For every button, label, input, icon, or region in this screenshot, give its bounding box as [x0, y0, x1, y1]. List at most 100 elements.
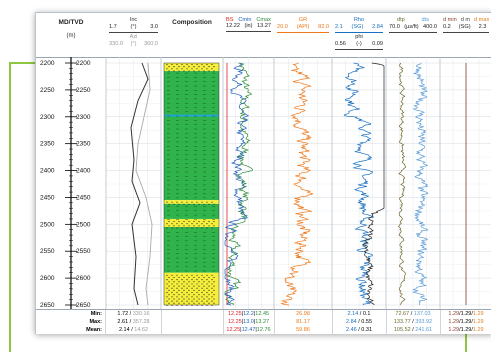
depth-tick-md: 2350: [40, 141, 55, 148]
depth-tick-md: 2500: [40, 221, 55, 228]
dtp-stat: 105.52: [393, 327, 411, 333]
inc-stat: 1.72: [117, 311, 129, 317]
phi-stat: 0.31: [361, 327, 373, 333]
phi-unit: (-): [356, 41, 362, 47]
depth-header: MD/TVD (m): [36, 13, 107, 58]
inc-min: 1.7: [109, 24, 117, 30]
frame-line-top: [9, 62, 35, 64]
phi-max: 0.09: [372, 41, 383, 47]
bs-stat: 12.25: [226, 327, 241, 333]
depth-tick-md: 2300: [40, 114, 55, 121]
gr-header[interactable]: GR 20.0 (API) 82.0: [274, 13, 333, 58]
dtp-stat: 133.77: [393, 319, 411, 325]
rho-unit: (SG): [351, 24, 364, 30]
rho-curve: [343, 62, 375, 306]
bs-stat: 12.25: [227, 311, 242, 317]
log-tracks[interactable]: 2200 2200 2250 2250 2300 2300 2350 2350 2400 2400…: [36, 57, 491, 309]
inc-stat: 2.14: [118, 327, 130, 333]
gr-stat: 59.86: [274, 326, 333, 334]
inc-unit: (°): [130, 24, 137, 30]
cmax-stat: 12.45: [255, 311, 270, 317]
depth-tick-md: 2650: [40, 302, 55, 309]
depth-tick-md: 2200: [40, 60, 55, 67]
azi-curve: [135, 62, 153, 306]
dtp-stat: 72.67: [395, 311, 410, 317]
sand-band: [164, 218, 219, 228]
inc-max: 3.0: [150, 24, 158, 30]
stat-label-max: Max:: [36, 318, 106, 326]
dt-unit: (µs/ft): [404, 24, 419, 30]
azi-stat: 357.28: [132, 319, 150, 325]
dts-stat: 241.61: [415, 327, 433, 333]
bs-max: 13.27: [257, 23, 271, 29]
stat-label-mean: Mean:: [36, 326, 106, 334]
dm-title: d m: [460, 17, 471, 23]
depth-tick-tvd: 2400: [76, 168, 91, 175]
azi-min: 330.0: [109, 41, 123, 47]
depth-tick-tvd: 2300: [76, 114, 91, 121]
azi-unit: (°): [130, 41, 137, 47]
depth-unit: (m): [66, 33, 76, 39]
phi-min: 0.56: [335, 41, 346, 47]
caliper-header[interactable]: BS Cmin Cmax 12.22 (in) 13.27: [223, 13, 275, 58]
dmin-stat: 1.29: [448, 319, 460, 325]
dens-v2: 2.3: [478, 24, 487, 30]
azi-title: Azi: [129, 34, 138, 40]
depth-tick-md: 2600: [40, 275, 55, 282]
gr-stat: 26.98: [274, 310, 333, 318]
azi-stat: 330.16: [132, 311, 150, 317]
dmax-stat: 1.29: [472, 327, 484, 333]
dm-stat: 1.29: [460, 311, 472, 317]
depth-tick-tvd: 2650: [76, 302, 91, 309]
phi-title: phi: [355, 34, 363, 40]
dts-title: dts: [421, 17, 429, 23]
depth-tick-md: 2400: [40, 168, 55, 175]
sonic-header[interactable]: dtp dts 70.0 (µs/ft) 400.0: [386, 13, 441, 58]
dmin-stat: 1.29: [448, 327, 460, 333]
dens-v1: 0.2: [443, 24, 451, 30]
composition-header[interactable]: Composition: [161, 13, 224, 58]
inc-header[interactable]: Inc 1.7 (°) 3.0 Azi 330.0 (°) 360.0: [106, 13, 162, 58]
sand-band: [164, 63, 219, 72]
rho-stat: 2.84: [345, 319, 357, 325]
frame-line-right: [465, 330, 467, 352]
inc-curve: [130, 62, 149, 306]
cmax-title: Cmax: [256, 17, 271, 23]
cmax-stat: 13.27: [255, 319, 270, 325]
depth-tick-tvd: 2500: [76, 221, 91, 228]
shale-band: [164, 227, 219, 273]
rho-min: 2.1: [335, 24, 343, 30]
depth-tick-tvd: 2450: [76, 194, 91, 201]
phi-curve: [361, 62, 385, 306]
stat-label-min: Min:: [36, 310, 106, 318]
depth-tick-tvd: 2200: [76, 60, 91, 67]
cmin-stat: 13.0: [243, 319, 254, 325]
rho-stat: 2.46: [345, 327, 357, 333]
rho-header[interactable]: Rho 2.1 (SG) 2.84 phi 0.56 (-) 0.09: [332, 13, 387, 58]
dm-stat: 1.29: [460, 327, 472, 333]
cmin-stat: 12.47: [241, 327, 256, 333]
depth-tick-tvd: 2250: [76, 87, 91, 94]
dt-min: 70.0: [389, 24, 400, 30]
density-header[interactable]: d min d m d max 0.2 (SG) 2.3: [440, 13, 491, 58]
gr-max: 82.0: [318, 24, 329, 30]
dt-max: 400.0: [423, 24, 437, 30]
inc-stat: 2.61: [117, 319, 129, 325]
bs-stat: 12.25: [227, 319, 242, 325]
dtp-curve: [398, 62, 407, 306]
stats-footer: Min: 1.72 / 330.16 12.25|12.2|12.45 26.9…: [36, 309, 491, 334]
azi-stat: 14.62: [134, 327, 149, 333]
gr-stat: 81.17: [274, 318, 333, 326]
frame-line-left: [9, 62, 11, 352]
rho-stat: 2.14: [347, 311, 359, 317]
inc-title: Inc: [129, 17, 138, 23]
depth-tick-tvd: 2350: [76, 141, 91, 148]
composition-title: Composition: [172, 19, 212, 26]
dmax-stat: 1.29: [472, 311, 484, 317]
dtp-title: dtp: [397, 17, 405, 23]
depth-tick-md: 2250: [40, 87, 55, 94]
cmax-stat: 12.76: [256, 327, 271, 333]
cmin-title: Cmin: [238, 17, 252, 23]
shale-band: [164, 203, 219, 219]
cmin-stat: 12.2: [243, 311, 254, 317]
